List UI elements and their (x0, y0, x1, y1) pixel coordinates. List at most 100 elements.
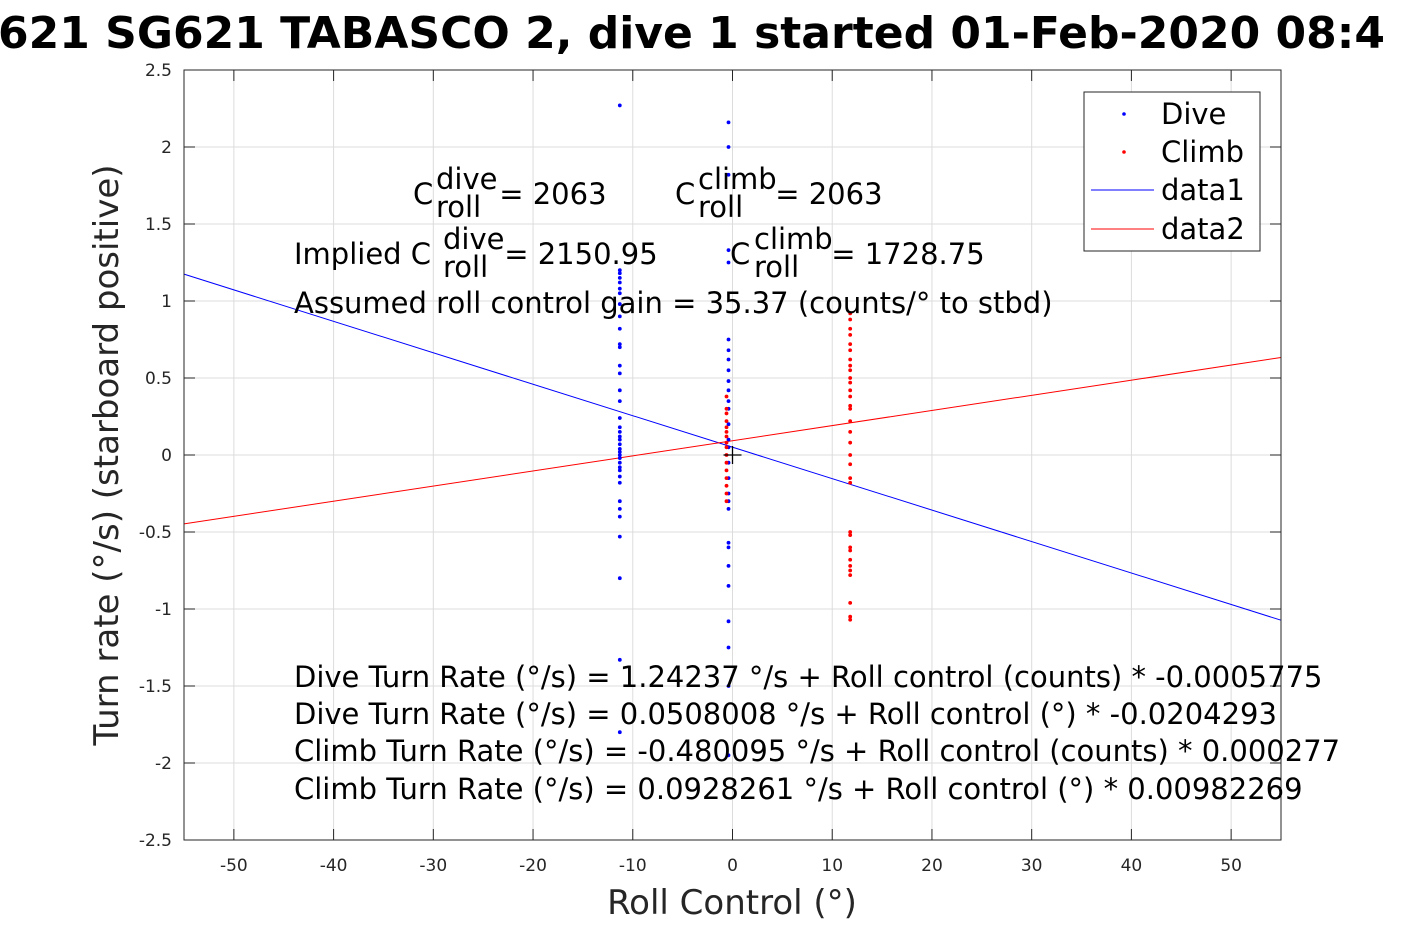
point-dive (726, 348, 731, 353)
svg-text:roll: roll (698, 190, 743, 224)
x-axis-label: Roll Control (°) (607, 883, 857, 923)
point-dive (726, 507, 731, 511)
svg-text:dive: dive (443, 222, 504, 256)
point-climb (848, 317, 853, 322)
point-dive (617, 434, 622, 439)
point-climb (724, 411, 729, 416)
point-dive (617, 514, 622, 519)
svg-text:dive: dive (436, 162, 497, 196)
x-tick-label: -30 (419, 856, 447, 876)
annotation-c-climb: C climb roll = 2063 (675, 162, 883, 224)
equation-climb-degrees: Climb Turn Rate (°/s) = 0.0928261 °/s + … (294, 772, 1303, 806)
point-climb (848, 440, 853, 445)
point-dive (617, 465, 622, 470)
point-dive (617, 268, 622, 273)
point-dive (726, 337, 731, 342)
point-dive (617, 388, 622, 393)
annotation-implied-climb: C climb roll = 1728.75 (730, 222, 985, 284)
point-climb (724, 476, 729, 480)
point-dive (617, 363, 622, 368)
point-dive (617, 474, 622, 479)
point-dive (726, 260, 731, 265)
point-climb (848, 533, 853, 537)
point-climb (724, 440, 729, 445)
point-climb (848, 363, 853, 368)
point-dive (617, 326, 622, 331)
point-dive (726, 422, 731, 427)
point-dive (617, 507, 622, 511)
y-tick-label: -0.5 (139, 523, 172, 543)
point-dive (726, 563, 731, 568)
x-tick-label: -10 (619, 856, 647, 876)
point-dive (726, 540, 731, 545)
point-climb (848, 406, 853, 411)
point-dive (726, 368, 731, 373)
point-climb (848, 430, 853, 434)
svg-text:= 2063: = 2063 (766, 177, 883, 211)
scatter-points (617, 103, 853, 758)
chart-title: 621 SG621 TABASCO 2, dive 1 started 01-F… (0, 8, 1385, 59)
x-tick-label: -20 (519, 856, 547, 876)
point-dive (726, 357, 731, 362)
y-tick-label: 2.5 (145, 61, 172, 81)
y-tick-label: 0 (161, 446, 172, 466)
point-climb (848, 545, 853, 550)
point-climb (724, 394, 729, 399)
point-dive (617, 453, 622, 457)
point-dive (617, 480, 622, 485)
point-dive (617, 456, 622, 460)
point-dive (617, 271, 622, 276)
point-climb (848, 357, 853, 362)
y-tick-label: 2 (161, 138, 172, 158)
point-dive (726, 437, 731, 442)
point-climb (848, 332, 853, 337)
point-dive (617, 416, 622, 420)
point-dive (617, 314, 622, 319)
point-dive (617, 371, 622, 376)
point-dive (726, 248, 731, 253)
svg-text:roll: roll (443, 250, 488, 284)
legend: Dive Climb data1 data2 (1083, 91, 1261, 252)
x-tick-label: 0 (727, 856, 738, 876)
equation-dive-counts: Dive Turn Rate (°/s) = 1.24237 °/s + Rol… (294, 660, 1322, 694)
legend-data1-label: data1 (1161, 173, 1245, 207)
series-line-data2 (183, 357, 1282, 525)
point-climb (848, 348, 853, 353)
point-climb (724, 460, 729, 465)
legend-box (1083, 91, 1261, 252)
point-dive (726, 172, 731, 177)
annotation-implied-dive: Implied C dive roll = 2150.95 (294, 222, 658, 284)
annotation-c-dive: C dive roll = 2063 (413, 162, 607, 224)
point-climb (848, 568, 853, 573)
svg-text:= 2063: = 2063 (490, 177, 607, 211)
point-dive (617, 345, 622, 350)
x-tick-label: 50 (1220, 856, 1242, 876)
point-dive (617, 437, 622, 442)
point-climb (848, 548, 853, 553)
point-dive (617, 430, 622, 434)
x-tick-label: 40 (1121, 856, 1143, 876)
point-dive (617, 291, 622, 296)
point-climb (848, 480, 853, 485)
point-climb (848, 394, 853, 399)
point-climb (848, 403, 853, 408)
point-dive (617, 342, 622, 347)
point-climb (848, 530, 853, 534)
legend-dive-marker (1122, 112, 1126, 116)
x-tick-label: -40 (320, 856, 348, 876)
point-dive (617, 460, 622, 465)
point-dive (726, 619, 731, 624)
point-dive (617, 280, 622, 285)
point-climb (848, 453, 853, 457)
point-climb (848, 617, 853, 622)
point-climb (848, 600, 853, 605)
svg-text:C: C (730, 237, 750, 271)
point-dive (617, 399, 622, 403)
y-tick-label: 1.5 (145, 215, 172, 235)
point-dive (726, 145, 731, 149)
legend-climb-marker (1122, 150, 1126, 154)
point-dive (726, 584, 731, 588)
x-tick-label: 20 (921, 856, 943, 876)
point-climb (848, 342, 853, 347)
point-climb (848, 368, 853, 373)
